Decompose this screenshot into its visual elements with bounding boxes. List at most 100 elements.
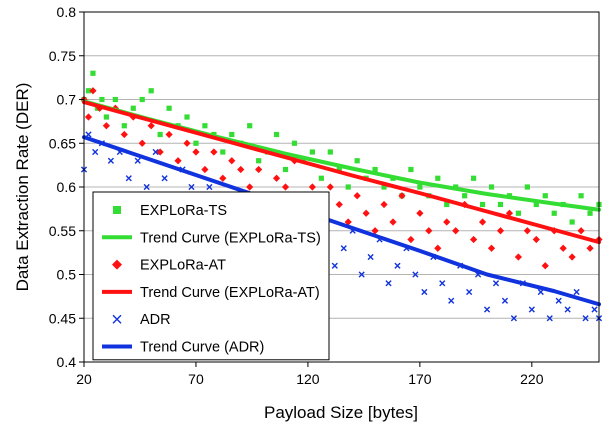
data-point [152, 148, 159, 156]
x-axis-label: Payload Size [bytes] [264, 403, 418, 422]
data-point [524, 184, 530, 190]
data-point [551, 210, 557, 216]
data-point [587, 210, 593, 216]
data-point [568, 253, 576, 261]
data-point [335, 200, 343, 209]
data-point [372, 166, 378, 173]
data-point [326, 183, 334, 191]
data-point [147, 122, 155, 130]
data-point [134, 157, 141, 164]
data-point [85, 88, 92, 94]
data-point [246, 183, 254, 191]
data-point [443, 218, 451, 226]
data-point [408, 166, 414, 173]
data-point [367, 253, 374, 261]
y-tick-label: 0.45 [49, 310, 76, 326]
data-point [407, 235, 415, 244]
data-point [501, 297, 509, 304]
legend-item: Trend Curve (EXPLoRa-AT) [102, 285, 320, 301]
data-point [340, 245, 347, 252]
data-point [479, 201, 486, 208]
data-point [434, 244, 442, 252]
data-point [385, 280, 392, 287]
data-point [228, 157, 236, 165]
y-tick-label: 0.8 [57, 4, 77, 20]
data-point [206, 183, 213, 191]
data-point [564, 306, 571, 313]
data-point [532, 235, 540, 244]
data-point [466, 288, 473, 296]
y-tick-label: 0.5 [57, 267, 77, 283]
data-point [121, 123, 127, 129]
data-point [112, 96, 118, 103]
data-point [247, 123, 253, 129]
legend-item: ADR [112, 312, 171, 328]
data-point [193, 140, 199, 146]
data-point [452, 227, 460, 235]
x-tick-label: 120 [296, 371, 320, 387]
data-point [237, 165, 245, 174]
x-tick-label: 70 [188, 371, 204, 387]
data-point [425, 227, 433, 235]
legend-label: Trend Curve (ADR) [140, 340, 264, 356]
data-point [505, 209, 514, 217]
data-point [487, 244, 496, 252]
y-tick-label: 0.75 [49, 48, 76, 64]
data-point [281, 183, 290, 191]
y-tick-label: 0.4 [57, 354, 77, 370]
data-point [515, 210, 521, 216]
legend-label: EXPLoRa-TS [140, 203, 227, 219]
legend-marker [112, 314, 122, 324]
data-point [496, 227, 505, 235]
y-tick-label: 0.55 [49, 223, 76, 239]
data-point [417, 184, 423, 190]
data-point [318, 175, 324, 181]
data-point [398, 192, 406, 200]
y-tick-label: 0.7 [57, 92, 77, 108]
y-tick-label: 0.65 [49, 135, 76, 151]
data-point [578, 193, 584, 199]
data-point [345, 184, 351, 190]
data-point [483, 306, 491, 313]
legend-item: EXPLoRa-AT [112, 258, 226, 274]
data-point [577, 227, 585, 235]
data-point [573, 288, 580, 296]
data-point [229, 131, 235, 138]
data-point [546, 315, 553, 322]
legend-label: Trend Curve (EXPLoRa-TS) [140, 230, 321, 246]
data-point [201, 165, 209, 174]
data-point [143, 183, 150, 191]
data-point [273, 131, 280, 138]
data-point [358, 271, 365, 278]
data-point [272, 174, 281, 182]
data-point [380, 200, 388, 209]
legend-label: Trend Curve (EXPLoRa-AT) [140, 285, 320, 301]
data-point [139, 96, 145, 103]
data-point [492, 280, 500, 287]
data-point [89, 87, 97, 95]
legend-item: Trend Curve (EXPLoRa-TS) [102, 230, 321, 246]
data-point [497, 201, 504, 208]
data-point [125, 175, 132, 182]
data-point [84, 113, 93, 121]
y-tick-label: 0.6 [57, 179, 77, 195]
trend-line [82, 100, 601, 245]
data-point [90, 70, 96, 76]
data-point [336, 166, 342, 173]
legend: EXPLoRa-TS Trend Curve (EXPLoRa-TS) EXPLoR… [92, 191, 330, 361]
data-point [381, 184, 387, 190]
data-point [174, 157, 182, 165]
data-point [514, 253, 522, 261]
data-point [219, 174, 227, 182]
data-point [130, 105, 136, 111]
data-point [188, 183, 195, 191]
data-point [161, 175, 168, 182]
trend-curves [82, 99, 601, 307]
data-point [210, 148, 218, 156]
data-point [559, 244, 567, 252]
legend-item: EXPLoRa-TS [113, 203, 227, 219]
data-point [344, 218, 352, 226]
data-point [462, 193, 468, 199]
data-point [353, 192, 361, 200]
data-point [439, 280, 446, 287]
